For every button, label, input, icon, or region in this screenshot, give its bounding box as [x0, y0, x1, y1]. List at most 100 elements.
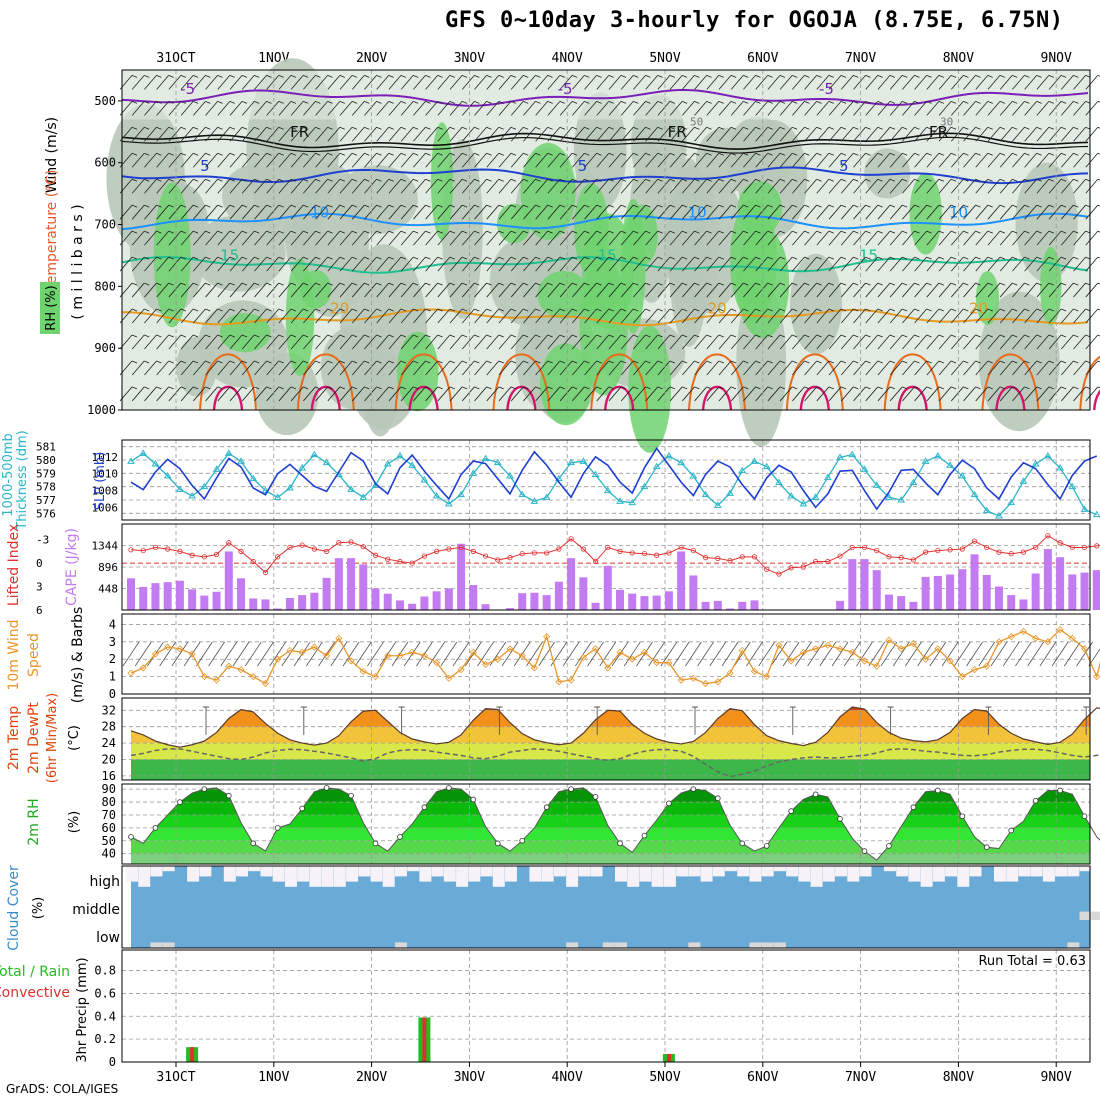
wind-barb: [999, 334, 1018, 350]
cape-bar: [872, 570, 881, 610]
wind-barb: [828, 100, 847, 116]
lifted-index-point: [812, 558, 819, 565]
wind-barb: [975, 126, 993, 142]
cape-bar: [237, 578, 246, 610]
wind-barb: [425, 282, 443, 298]
wind-barb-10m: [416, 641, 433, 667]
wind-barb: [902, 308, 920, 324]
wind-barb: [303, 100, 321, 116]
wind-barb: [388, 334, 407, 350]
wind-barb: [572, 256, 590, 272]
wind-barb: [193, 74, 211, 90]
temp-tick: 16: [102, 769, 116, 783]
wind-barb: [474, 100, 492, 116]
wind-barb: [999, 256, 1018, 272]
wind-barb: [975, 100, 993, 116]
thickness-point: [408, 461, 417, 468]
lifted-index-point: [825, 558, 831, 565]
wind-barb: [413, 256, 431, 272]
wind-barb: [229, 152, 248, 168]
wind-barb: [828, 360, 847, 376]
wind-barb: [950, 308, 969, 324]
lifted-index-point: [629, 550, 635, 556]
wind-barb: [339, 308, 358, 324]
wind-barb: [926, 152, 944, 168]
wind-barb: [400, 386, 419, 402]
wind-barb: [828, 230, 847, 246]
wind-barb: [1036, 204, 1055, 220]
wind-barb: [535, 74, 553, 90]
wind-barb: [840, 334, 859, 350]
wind-speed-point: [995, 638, 1003, 646]
wind-barb: [853, 178, 871, 194]
wind-barb: [572, 204, 590, 220]
wind-barb: [767, 386, 786, 402]
wind-barb: [498, 386, 517, 402]
cloud-clear-segment: [822, 866, 835, 882]
lifted-index-point: [544, 550, 550, 556]
thickness-point: [286, 484, 294, 491]
wind-barb-10m: [905, 641, 922, 667]
wind-barb: [193, 256, 211, 272]
wind-barb: [498, 360, 517, 376]
thickness-point: [860, 465, 869, 472]
wind-barb-10m: [929, 641, 947, 667]
wind-barb: [694, 100, 712, 116]
cape-bar: [750, 600, 759, 610]
wind-barb: [327, 256, 345, 272]
lifted-index-point: [1094, 543, 1100, 549]
wind-barb: [351, 100, 370, 116]
wind-barb: [804, 360, 822, 376]
wind-barb-10m: [843, 641, 861, 667]
wind-barb: [755, 204, 773, 220]
wind-barb: [767, 256, 786, 272]
rh-band: [131, 802, 1090, 815]
lifted-index-point: [409, 560, 415, 566]
thickness-point: [995, 512, 1003, 519]
cloud-clear-segment: [688, 866, 701, 877]
wind-barb: [168, 334, 187, 350]
wind-barb: [1048, 178, 1067, 194]
wind-barb: [290, 126, 309, 142]
wind-barb: [767, 282, 786, 298]
temp-tick: 20: [102, 753, 116, 767]
lifted-index-point: [519, 551, 525, 557]
cape-bar: [677, 551, 686, 610]
rh-point: [274, 825, 281, 831]
wind-barb: [938, 204, 957, 220]
cloud-clear-segment: [676, 866, 689, 877]
wind-barb: [1024, 308, 1042, 324]
cape-bar: [383, 593, 392, 610]
wind-barb: [376, 74, 394, 90]
wind-barb: [254, 256, 272, 272]
wind-barb: [694, 386, 712, 402]
wind-barb: [584, 126, 602, 142]
wind-barb: [290, 334, 309, 350]
wind-barb: [1036, 360, 1055, 376]
precip-convective-bar: [666, 1054, 671, 1062]
wind-barb: [902, 282, 920, 298]
rh-point: [983, 844, 990, 851]
wind-barb: [730, 386, 749, 402]
rh-point: [935, 787, 941, 794]
wind-barb: [608, 152, 627, 168]
wind-barb: [486, 74, 504, 90]
precip-legend-total: Total / Rain: [0, 964, 70, 980]
wind-barb: [229, 100, 248, 116]
wind-barb-10m: [623, 641, 641, 667]
wind-barb: [1036, 282, 1055, 298]
wind-barb: [902, 230, 920, 246]
thickness-point: [518, 490, 527, 498]
slp-line: [130, 446, 1098, 511]
wind-barb-10m: [990, 641, 1008, 667]
wind-barb: [510, 178, 529, 194]
wind-speed-point: [469, 648, 477, 656]
wind-barb-10m: [685, 641, 702, 667]
wind-barb: [999, 308, 1018, 324]
wind-barb: [290, 308, 309, 324]
lifted-index-point: [568, 536, 574, 542]
thickness-point: [481, 454, 490, 462]
wind-barb: [1036, 256, 1055, 272]
wind-barb: [376, 204, 394, 220]
wind-barb: [755, 100, 773, 116]
